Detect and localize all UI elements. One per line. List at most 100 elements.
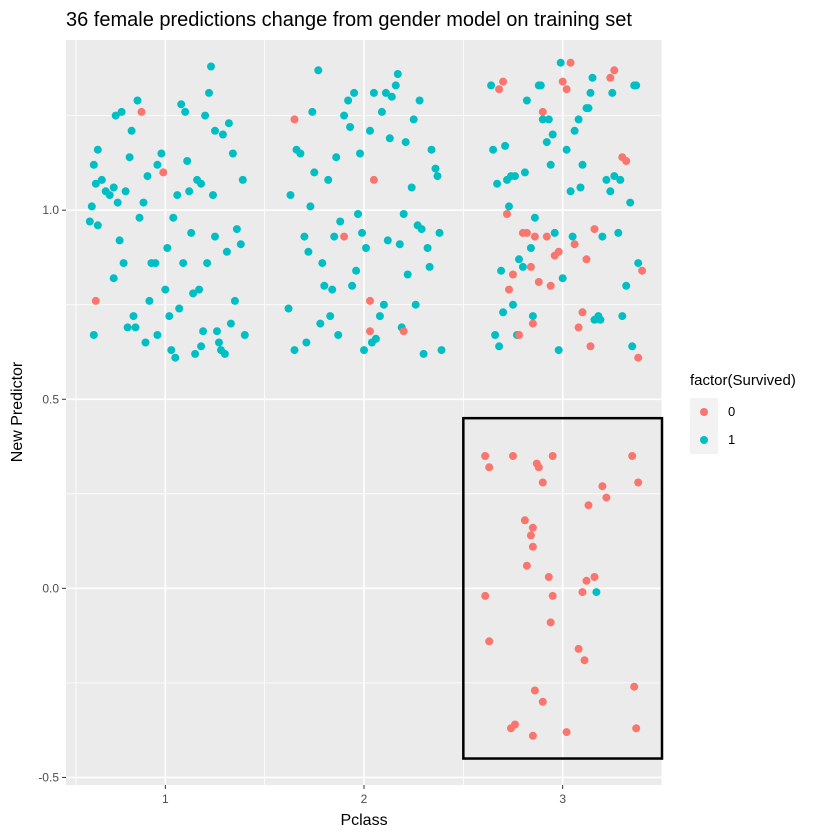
data-point (399, 327, 408, 336)
data-point (489, 145, 498, 154)
legend-title: factor(Survived) (690, 372, 796, 389)
data-point (526, 262, 535, 271)
data-point (536, 81, 545, 90)
data-point (111, 111, 120, 120)
data-point (222, 247, 231, 256)
data-point (326, 312, 335, 321)
data-point (526, 531, 535, 540)
data-point (385, 134, 394, 143)
data-point (596, 315, 605, 324)
data-point (324, 175, 333, 184)
data-points (85, 58, 647, 740)
data-point (481, 591, 490, 600)
data-point (505, 202, 513, 211)
y-axis-title: New Predictor (9, 361, 26, 462)
data-point (157, 149, 166, 158)
data-point (413, 221, 422, 230)
data-point (290, 115, 299, 124)
data-point (358, 228, 366, 237)
data-point (320, 281, 329, 290)
data-point (588, 73, 597, 82)
data-point (91, 179, 100, 188)
data-point (622, 157, 631, 165)
x-axis: 1 2 3 (162, 785, 566, 806)
data-point (546, 160, 555, 169)
data-point (626, 198, 635, 207)
data-point (369, 88, 378, 97)
data-point (328, 285, 337, 294)
y-tick-label: 0.5 (42, 392, 59, 406)
data-point (610, 172, 619, 181)
data-point (431, 164, 440, 173)
data-point (598, 232, 607, 241)
data-point (538, 478, 547, 487)
data-point (232, 225, 241, 234)
data-point (415, 96, 424, 105)
data-point (487, 81, 496, 90)
data-point (409, 115, 418, 124)
x-tick-label: 3 (559, 792, 566, 806)
data-point (199, 327, 208, 336)
data-point (638, 266, 647, 275)
data-point (105, 191, 114, 200)
data-point (395, 240, 404, 249)
data-point (161, 285, 170, 294)
data-point (131, 323, 140, 332)
data-point (602, 175, 611, 184)
data-point (137, 107, 146, 116)
data-point (509, 270, 517, 279)
data-point (407, 183, 416, 192)
data-point (534, 463, 543, 472)
data-point (284, 304, 293, 313)
data-point (356, 149, 364, 158)
data-point (634, 259, 643, 268)
y-axis: -0.5 0.0 0.5 1.0 (38, 203, 66, 784)
data-point (318, 259, 327, 268)
data-point (602, 493, 611, 502)
data-point (391, 81, 400, 90)
data-point (330, 232, 339, 241)
data-point (167, 346, 176, 355)
data-point (381, 88, 390, 97)
data-point (314, 66, 323, 75)
data-point (495, 342, 504, 351)
data-point (558, 77, 567, 86)
data-point (350, 88, 359, 97)
data-point (153, 331, 162, 339)
data-point (511, 172, 519, 181)
legend-label: 0 (728, 404, 735, 419)
data-point (435, 228, 444, 237)
data-point (127, 126, 136, 135)
data-point (542, 138, 551, 147)
data-point (159, 168, 168, 177)
data-point (332, 153, 341, 162)
data-point (574, 323, 583, 332)
data-point (505, 285, 513, 294)
data-point (93, 221, 102, 230)
data-point (548, 452, 557, 460)
data-point (590, 573, 599, 581)
data-point (135, 213, 144, 222)
data-point (495, 85, 504, 94)
data-point (419, 349, 428, 358)
data-point (584, 501, 593, 510)
data-point (87, 202, 96, 211)
data-point (544, 573, 553, 581)
data-point (224, 119, 233, 128)
data-point (582, 576, 591, 585)
data-point (558, 274, 567, 283)
data-point (369, 175, 378, 184)
data-point (515, 331, 523, 339)
data-point (340, 232, 349, 241)
data-point (548, 130, 557, 139)
data-point (218, 130, 227, 139)
data-point (354, 210, 362, 218)
data-point (238, 175, 247, 184)
y-tick-label: 1.0 (42, 203, 59, 217)
data-point (109, 183, 118, 192)
data-point (366, 296, 374, 305)
data-point (197, 342, 206, 351)
data-point (113, 198, 122, 207)
data-point (592, 588, 601, 597)
data-point (538, 115, 547, 124)
